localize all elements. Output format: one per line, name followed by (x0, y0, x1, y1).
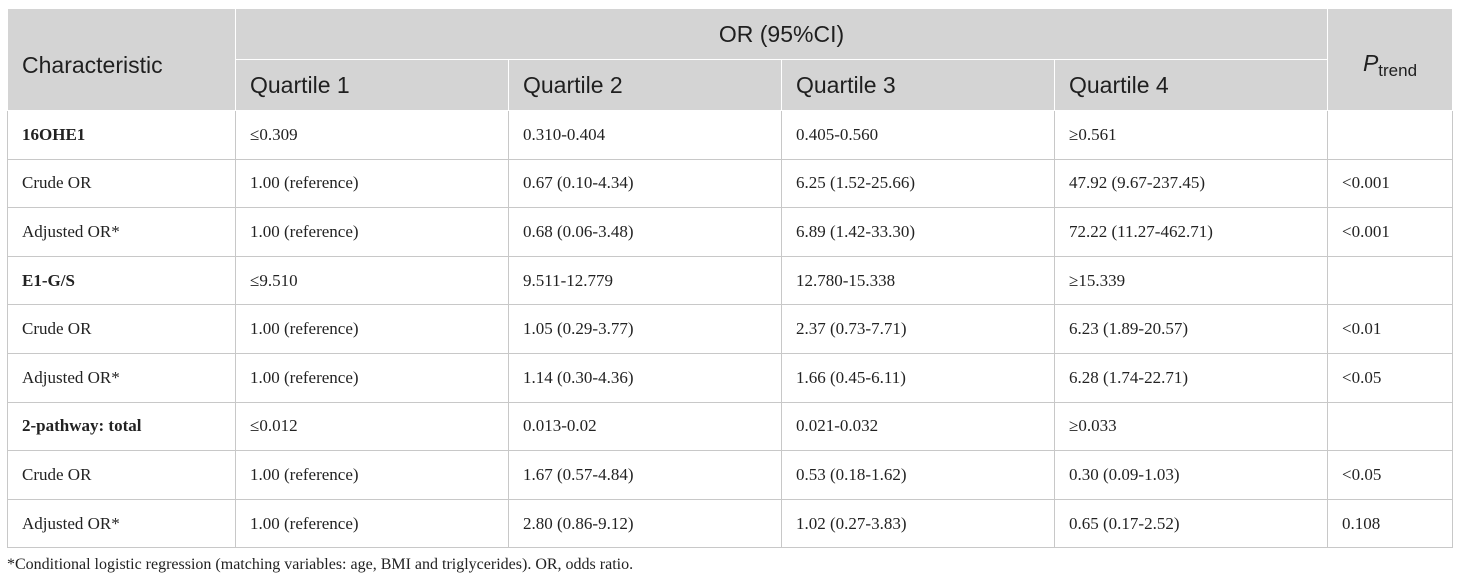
table-cell: 0.67 (0.10-4.34) (508, 158, 782, 209)
row-label: Crude OR (7, 158, 236, 209)
table-row: Crude OR 1.00 (reference) 1.67 (0.57-4.8… (7, 450, 1453, 500)
table-cell: 1.00 (reference) (235, 207, 509, 257)
table-cell: 1.00 (reference) (235, 352, 509, 403)
header-quartile-3: Quartile 3 (781, 59, 1055, 111)
table-cell: 6.89 (1.42-33.30) (781, 207, 1055, 257)
table-cell: 0.310-0.404 (508, 110, 782, 160)
row-label: Crude OR (7, 450, 236, 500)
table-cell: ≤0.012 (235, 401, 509, 452)
table-cell: 1.66 (0.45-6.11) (781, 352, 1055, 403)
table-cell: 1.00 (reference) (235, 158, 509, 209)
table-footnote: *Conditional logistic regression (matchi… (7, 556, 634, 573)
header-quartile-2: Quartile 2 (508, 59, 782, 111)
table-cell: 0.30 (0.09-1.03) (1054, 450, 1328, 500)
table-cell: ≤0.309 (235, 110, 509, 160)
header-quartile-1: Quartile 1 (235, 59, 509, 111)
header-or-group: OR (95%CI) (235, 8, 1328, 60)
table-row: Crude OR 1.00 (reference) 0.67 (0.10-4.3… (7, 158, 1453, 209)
row-label: 2-pathway: total (7, 401, 236, 452)
ptrend-cell: <0.001 (1327, 158, 1453, 209)
table-row: 2-pathway: total ≤0.012 0.013-0.02 0.021… (7, 401, 1453, 452)
row-label: Adjusted OR* (7, 352, 236, 403)
table-cell: 6.25 (1.52-25.66) (781, 158, 1055, 209)
row-label: Adjusted OR* (7, 498, 236, 549)
row-label: E1-G/S (7, 255, 236, 306)
ptrend-cell (1327, 401, 1453, 452)
ptrend-cell: <0.05 (1327, 450, 1453, 500)
table-cell: 6.28 (1.74-22.71) (1054, 352, 1328, 403)
table-cell: 0.68 (0.06-3.48) (508, 207, 782, 257)
table-cell: 1.02 (0.27-3.83) (781, 498, 1055, 549)
table-cell: 12.780-15.338 (781, 255, 1055, 306)
table-cell: 2.80 (0.86-9.12) (508, 498, 782, 549)
ptrend-cell (1327, 255, 1453, 306)
table-cell: 1.14 (0.30-4.36) (508, 352, 782, 403)
table-cell: 0.53 (0.18-1.62) (781, 450, 1055, 500)
odds-ratio-table-container: Characteristic OR (95%CI) Ptrend Quartil… (7, 8, 1453, 549)
table-cell: 47.92 (9.67-237.45) (1054, 158, 1328, 209)
table-row: Adjusted OR* 1.00 (reference) 2.80 (0.86… (7, 498, 1453, 549)
ptrend-cell: <0.05 (1327, 352, 1453, 403)
table-cell: ≥0.033 (1054, 401, 1328, 452)
table-row: Adjusted OR* 1.00 (reference) 0.68 (0.06… (7, 207, 1453, 257)
table-cell: ≥0.561 (1054, 110, 1328, 160)
ptrend-cell (1327, 110, 1453, 160)
table-cell: 1.00 (reference) (235, 498, 509, 549)
table-cell: 0.021-0.032 (781, 401, 1055, 452)
table-cell: 1.67 (0.57-4.84) (508, 450, 782, 500)
table-row: 16OHE1 ≤0.309 0.310-0.404 0.405-0.560 ≥0… (7, 110, 1453, 160)
table-row: E1-G/S ≤9.510 9.511-12.779 12.780-15.338… (7, 255, 1453, 306)
table-cell: 1.00 (reference) (235, 450, 509, 500)
table-cell: 9.511-12.779 (508, 255, 782, 306)
table-cell: 1.00 (reference) (235, 304, 509, 354)
header-ptrend: Ptrend (1327, 8, 1453, 111)
table-cell: 6.23 (1.89-20.57) (1054, 304, 1328, 354)
header-characteristic: Characteristic (7, 8, 236, 111)
ptrend-cell: <0.01 (1327, 304, 1453, 354)
table-cell: 0.65 (0.17-2.52) (1054, 498, 1328, 549)
ptrend-cell: 0.108 (1327, 498, 1453, 549)
table-cell: 72.22 (11.27-462.71) (1054, 207, 1328, 257)
odds-ratio-table: Characteristic OR (95%CI) Ptrend Quartil… (7, 8, 1453, 549)
table-cell: 1.05 (0.29-3.77) (508, 304, 782, 354)
table-cell: ≤9.510 (235, 255, 509, 306)
row-label: Adjusted OR* (7, 207, 236, 257)
table-row: Adjusted OR* 1.00 (reference) 1.14 (0.30… (7, 352, 1453, 403)
table-row: Crude OR 1.00 (reference) 1.05 (0.29-3.7… (7, 304, 1453, 354)
table-cell: 2.37 (0.73-7.71) (781, 304, 1055, 354)
table-cell: 0.405-0.560 (781, 110, 1055, 160)
table-cell: 0.013-0.02 (508, 401, 782, 452)
header-ptrend-sub: trend (1378, 61, 1418, 80)
ptrend-cell: <0.001 (1327, 207, 1453, 257)
row-label: Crude OR (7, 304, 236, 354)
row-label: 16OHE1 (7, 110, 236, 160)
header-quartile-4: Quartile 4 (1054, 59, 1328, 111)
header-ptrend-p: P (1362, 50, 1379, 76)
table-cell: ≥15.339 (1054, 255, 1328, 306)
